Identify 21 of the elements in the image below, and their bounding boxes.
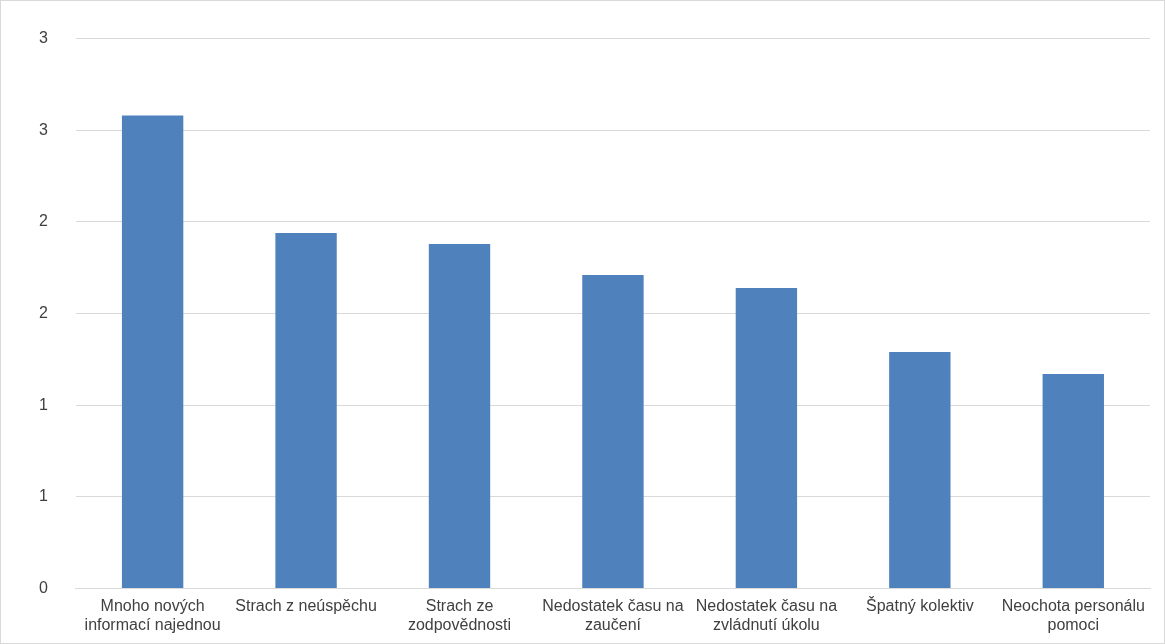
y-tick-label: 1 (38, 487, 48, 505)
bar (889, 352, 951, 589)
x-tick-label: Strach z neúspěchu (235, 596, 377, 614)
bar (735, 287, 798, 589)
y-tick-label: 3 (38, 29, 48, 47)
y-tick-label: 3 (38, 120, 48, 138)
x-tick-label: Strach ze zodpovědnosti (407, 596, 512, 633)
y-tick-label: 2 (38, 304, 48, 322)
bar (1042, 374, 1104, 589)
x-tick-label: Špatný kolektiv (866, 595, 974, 614)
bar (428, 243, 491, 589)
x-tick-label: Nedostatek času na zvládnutí úkolu (695, 596, 838, 633)
bar (582, 275, 644, 589)
bar (275, 232, 337, 589)
x-tick-label: Nedostatek času na zaučení (542, 596, 684, 633)
y-tick-label: 2 (38, 212, 48, 230)
x-tick-label: Mnoho nových informací najednou (84, 596, 221, 633)
y-tick-label: 1 (38, 395, 48, 413)
y-tick-label: 0 (38, 579, 48, 597)
bar (121, 115, 184, 589)
x-tick-label: Neochota personálu pomoci (1001, 596, 1145, 633)
